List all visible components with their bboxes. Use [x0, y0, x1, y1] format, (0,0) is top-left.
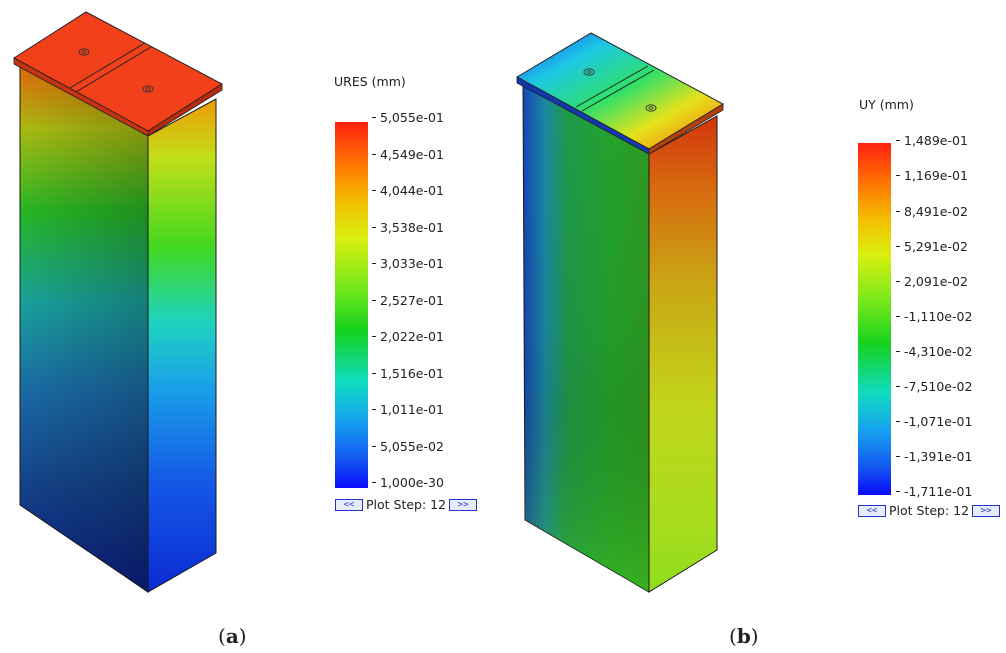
- uy-tick-label: -1,711e-01: [896, 484, 972, 499]
- ures-top-plate-edge-right: [147, 83, 223, 137]
- ures-tick-label: 3,033e-01: [372, 256, 444, 271]
- plot-step-label: Plot Step: 12: [366, 497, 447, 512]
- uy-box: [515, 32, 725, 593]
- ures-legend-title: URES (mm): [334, 74, 406, 89]
- ures-tick-label: 3,538e-01: [372, 220, 444, 235]
- ures-bolt-hole: [145, 87, 151, 91]
- plot-step-prev-button[interactable]: <<: [858, 504, 886, 517]
- ures-tick-label: 5,055e-01: [372, 110, 444, 125]
- ures-plot-step-control: << Plot Step: 12 >>: [335, 497, 478, 512]
- panel-b: UY (mm) 1,489e-01 1,169e-01 8,491e-02 5,…: [503, 0, 1006, 653]
- ures-tick-label: 1,011e-01: [372, 402, 444, 417]
- panel-caption-b: (b): [729, 624, 759, 648]
- uy-bolt-hole: [583, 68, 595, 76]
- uy-legend-title: UY (mm): [859, 97, 914, 112]
- panel-a: URES (mm) 5,055e-01 4,549e-01 4,044e-01 …: [13, 11, 478, 648]
- uy-tick-label: -1,110e-02: [896, 309, 972, 324]
- uy-bolt-hole: [586, 70, 592, 74]
- uy-tick-label: 8,491e-02: [896, 204, 968, 219]
- uy-tick-label: -7,510e-02: [896, 379, 972, 394]
- uy-tick-label: 1,489e-01: [896, 133, 968, 148]
- ures-tick-label: 4,044e-01: [372, 183, 444, 198]
- uy-tick-label: -1,391e-01: [896, 449, 972, 464]
- uy-tick-label: 2,091e-02: [896, 274, 968, 289]
- uy-color-bar: [858, 143, 891, 495]
- uy-tick-label: 1,169e-01: [896, 168, 968, 183]
- uy-tick-label: -4,310e-02: [896, 344, 972, 359]
- uy-right-face: [648, 115, 718, 593]
- plot-step-prev-button[interactable]: <<: [335, 498, 363, 511]
- ures-tick-label: 2,022e-01: [372, 329, 444, 344]
- ures-model-view: [13, 11, 223, 593]
- ures-box: [13, 11, 223, 593]
- plot-step-next-button[interactable]: >>: [972, 504, 1001, 517]
- uy-bolt-hole: [645, 104, 657, 112]
- ures-left-face-shade: [20, 65, 148, 592]
- ures-plate-seam: [75, 46, 152, 93]
- plot-step-label: Plot Step: 12: [889, 503, 970, 518]
- plot-step-next-button[interactable]: >>: [449, 498, 478, 511]
- ures-bolt-hole: [81, 50, 87, 54]
- ures-bolt-hole: [142, 85, 154, 93]
- ures-tick-label: 4,549e-01: [372, 147, 444, 162]
- uy-plate-seam: [575, 65, 649, 108]
- ures-tick-label: 5,055e-02: [372, 439, 444, 454]
- ures-bolt-hole: [78, 48, 90, 56]
- uy-plot-step-control: << Plot Step: 12 >>: [858, 503, 1001, 518]
- ures-tick-label: 1,516e-01: [372, 366, 444, 381]
- uy-tick-label: 5,291e-02: [896, 239, 968, 254]
- uy-tick-label: -1,071e-01: [896, 414, 972, 429]
- uy-top-plate-edge-right: [648, 103, 724, 155]
- ures-color-bar: [335, 122, 368, 488]
- uy-left-face-shade: [523, 85, 649, 592]
- ures-plate-seam: [69, 42, 146, 89]
- ures-right-face: [147, 98, 217, 593]
- uy-bolt-hole: [648, 106, 654, 110]
- ures-tick-label: 2,527e-01: [372, 293, 444, 308]
- panel-caption-a: (a): [218, 624, 247, 648]
- uy-plate-seam: [581, 69, 655, 112]
- uy-model-view: [515, 32, 725, 593]
- ures-tick-label: 1,000e-30: [372, 475, 444, 490]
